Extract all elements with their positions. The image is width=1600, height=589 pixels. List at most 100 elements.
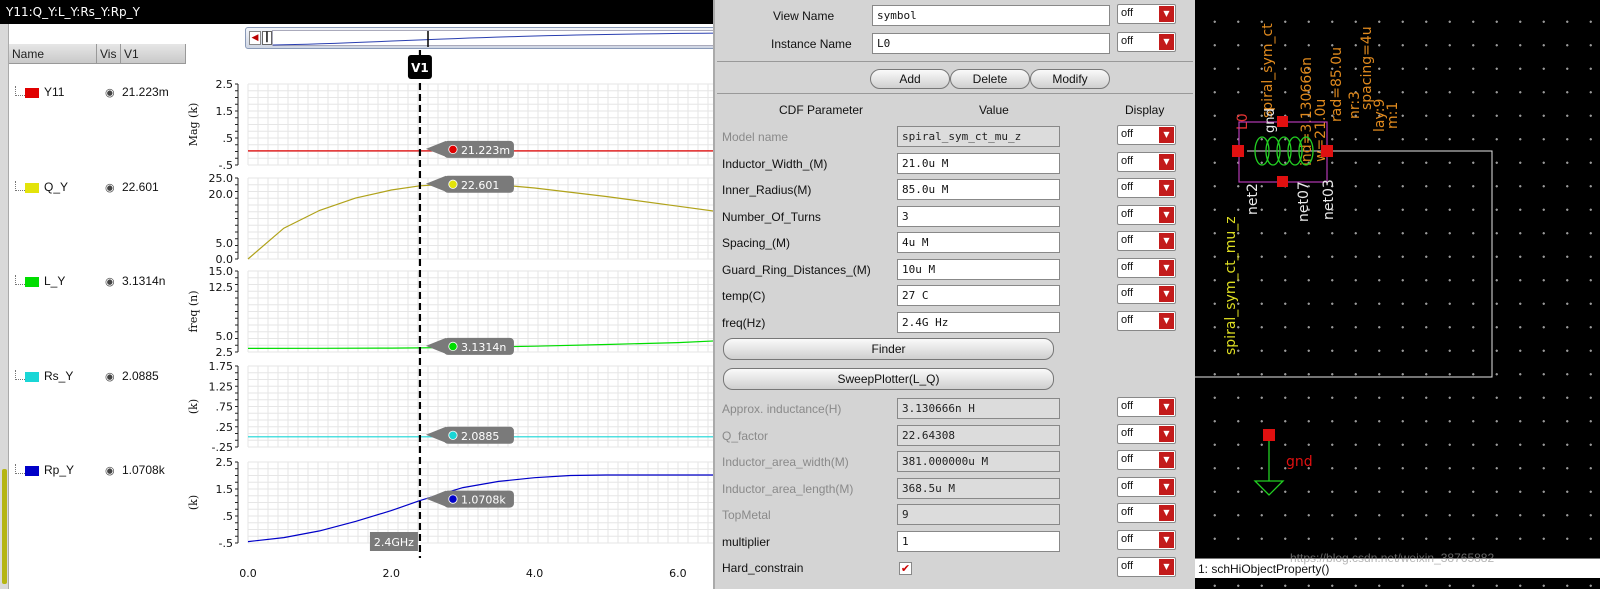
divider (717, 61, 1193, 62)
marker-readout[interactable]: 21.223m (425, 140, 514, 158)
eye-icon[interactable]: ◉ (105, 275, 115, 288)
eye-icon[interactable]: ◉ (105, 86, 115, 99)
param-display-select[interactable]: off ▼ (1117, 310, 1176, 331)
param-label: TopMetal (722, 508, 771, 522)
trace-value: 21.223m (122, 85, 169, 99)
param-value-field[interactable]: 10u M (897, 258, 1060, 280)
param-display-select[interactable]: off ▼ (1117, 204, 1176, 225)
marker-tag[interactable] (407, 55, 432, 79)
hard-constrain-checkbox[interactable]: ✔ (899, 562, 912, 575)
selected-strip-indicator (2, 469, 7, 584)
trace-color-swatch (25, 466, 39, 476)
param-value-field[interactable]: 4u M (897, 232, 1060, 253)
param-display-select[interactable]: off ▼ (1117, 231, 1176, 251)
param-value-field[interactable]: 2.4G Hz (897, 311, 1060, 333)
instance-name-field[interactable]: L0 (872, 33, 1110, 54)
eye-icon[interactable]: ◉ (105, 464, 115, 477)
plot-strip-1[interactable]: 25.0 20.0 5.0 0.0 22.601 (209, 172, 729, 266)
view-name-display-select[interactable]: off ▼ (1117, 4, 1176, 24)
marker-readout[interactable]: 22.601 (425, 175, 514, 193)
marker-dot (448, 430, 458, 440)
y-tick-label: -.5 (219, 159, 233, 172)
scroll-grip-handle[interactable]: ┃ (262, 31, 272, 45)
param-value-field[interactable]: 3 (897, 205, 1060, 227)
delete-button[interactable]: Delete (950, 69, 1030, 89)
marker-readout[interactable]: 3.1314n (425, 337, 514, 355)
modify-button[interactable]: Modify (1030, 69, 1110, 89)
scroll-left-arrow-icon[interactable]: ◀ (249, 31, 261, 45)
overview-track[interactable] (272, 30, 728, 47)
marker-readout[interactable]: 1.0708k (425, 490, 514, 508)
plot-strip-0[interactable]: 2.5 1.5 .5 -.5 Mag (k) 21.223m (187, 78, 728, 172)
series-line-Rp_Y[interactable] (247, 474, 728, 543)
chevron-down-icon: ▼ (1159, 6, 1174, 22)
param-label: Spacing_(M) (722, 236, 791, 250)
chevron-down-icon: ▼ (1159, 531, 1174, 548)
param-text-0: spiral_sym_ct (1260, 23, 1276, 118)
eye-icon[interactable]: ◉ (105, 370, 115, 383)
eye-icon[interactable]: ◉ (105, 181, 115, 194)
col-v1[interactable]: V1 (121, 44, 186, 63)
col-value: Value (979, 103, 1009, 117)
param-value-field: 381.000000u M (897, 451, 1060, 472)
chevron-down-icon: ▼ (1159, 399, 1174, 415)
plot-strip-4[interactable]: 2.5 1.5 .5 -.5 (k) 1.0708k (187, 456, 728, 550)
trace-row-q-y[interactable]: Q_Y ◉ 22.601 (9, 178, 186, 198)
y-tick-label: 2.5 (216, 456, 234, 469)
net-label-net03: net03 (1321, 179, 1337, 220)
chevron-down-icon: ▼ (1159, 259, 1174, 276)
strip-selector[interactable] (0, 24, 9, 589)
trace-row-y11[interactable]: Y11 ◉ 21.223m (9, 83, 186, 103)
param-value-field[interactable]: 85.0u M (897, 179, 1060, 200)
trace-value: 1.0708k (122, 463, 165, 477)
chevron-down-icon: ▼ (1159, 478, 1174, 495)
param-text-3: rad=85.0u (1329, 47, 1345, 122)
marker-readout[interactable]: 2.0885 (425, 426, 514, 444)
instance-name-display-select[interactable]: off ▼ (1117, 32, 1176, 52)
add-button[interactable]: Add (870, 69, 950, 89)
y-axis-label: (k) (187, 399, 200, 414)
param-value-field[interactable]: 27 C (897, 285, 1060, 306)
param-value-field[interactable]: 21.0u M (897, 152, 1060, 174)
hard-constrain-display-select[interactable]: off ▼ (1117, 557, 1176, 577)
finder-button[interactable]: Finder (723, 338, 1054, 360)
y-tick-label: .5 (223, 132, 234, 145)
param-display-select[interactable]: off ▼ (1117, 423, 1176, 444)
marker-dot (448, 144, 458, 155)
chevron-down-icon: ▼ (1159, 206, 1174, 223)
param-display-select[interactable]: off ▼ (1117, 476, 1176, 497)
plot-strip-3[interactable]: 1.75 1.25 .75 .25 -.25 (k) 2.0885 (187, 360, 728, 454)
y-tick-label: 12.5 (209, 281, 234, 294)
param-display-select[interactable]: off ▼ (1117, 450, 1176, 470)
trace-color-swatch (25, 277, 39, 287)
trace-color-swatch (25, 372, 39, 382)
y-tick-label: 20.0 (209, 188, 234, 201)
trace-name: Rs_Y (44, 369, 74, 383)
view-name-field[interactable]: symbol (872, 5, 1110, 26)
status-bar: 1: schHiObjectProperty() (1195, 558, 1600, 578)
param-value-field[interactable]: 1 (897, 530, 1060, 552)
param-display-select[interactable]: off ▼ (1117, 397, 1176, 417)
col-vis[interactable]: Vis (97, 44, 121, 63)
trace-color-swatch (25, 183, 39, 193)
param-display-select[interactable]: off ▼ (1117, 257, 1176, 278)
schematic-drawing[interactable]: L0 spiral_sym_ct_mu_z spiral_sym_ct ind=… (1195, 0, 1600, 589)
param-display-select[interactable]: off ▼ (1117, 529, 1176, 550)
col-name[interactable]: Name (9, 44, 97, 63)
param-display-select[interactable]: off ▼ (1117, 503, 1176, 523)
plot-strip-2[interactable]: 15.0 12.5 5.0 2.5 freq (n) 3.1314n (187, 265, 728, 359)
param-value-field: 9 (897, 504, 1060, 525)
schematic-canvas[interactable]: L0 spiral_sym_ct_mu_z spiral_sym_ct ind=… (1195, 0, 1600, 589)
trace-row-rs-y[interactable]: Rs_Y ◉ 2.0885 (9, 367, 186, 387)
col-cdf-parameter: CDF Parameter (779, 103, 864, 117)
x-tick-label: 4.0 (526, 567, 544, 580)
trace-row-l-y[interactable]: L_Y ◉ 3.1314n (9, 272, 186, 292)
marker-dot (448, 179, 458, 189)
trace-row-rp-y[interactable]: Rp_Y ◉ 1.0708k (9, 461, 186, 481)
param-display-select[interactable]: off ▼ (1117, 178, 1176, 198)
sweep-plotter-button[interactable]: SweepPlotter(L_Q) (723, 368, 1054, 390)
param-display-select[interactable]: off ▼ (1117, 125, 1176, 145)
param-display-select[interactable]: off ▼ (1117, 151, 1176, 172)
param-display-select[interactable]: off ▼ (1117, 284, 1176, 304)
